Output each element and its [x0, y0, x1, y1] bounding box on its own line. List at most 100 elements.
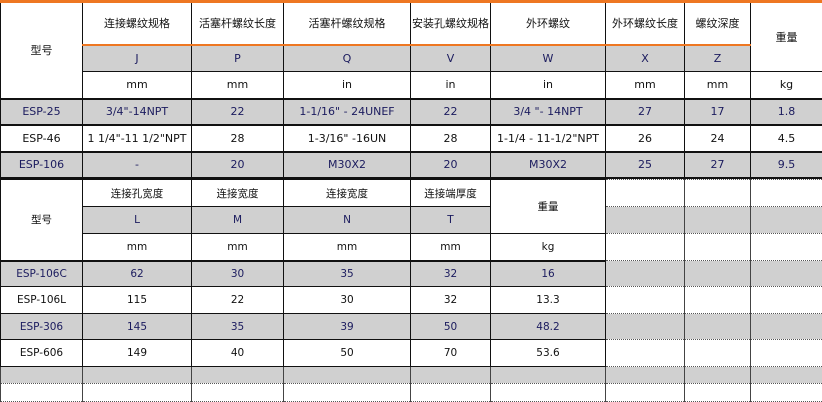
- column-code: L: [83, 207, 192, 234]
- value-cell: 1.8: [751, 99, 822, 125]
- value-cell: 53.6: [491, 340, 606, 367]
- value-cell: 35: [192, 314, 284, 340]
- value-cell: 25: [606, 152, 685, 178]
- column-header: 外环螺纹: [491, 2, 606, 45]
- column-unit: mm: [192, 234, 284, 261]
- empty-cell: [685, 234, 751, 261]
- empty-cell: [606, 234, 685, 261]
- column-unit: mm: [192, 72, 284, 99]
- spec-table-esp-connector: 型号 连接孔宽度 连接宽度 连接宽度 连接端厚度 重量 L M N T mm m…: [0, 179, 822, 402]
- empty-row: [1, 367, 822, 384]
- column-header: 连接螺纹规格: [83, 2, 192, 45]
- column-code: V: [411, 45, 491, 72]
- empty-cell: [685, 314, 751, 340]
- value-cell: 17: [685, 99, 751, 125]
- value-cell: 24: [685, 125, 751, 152]
- empty-cell: [685, 287, 751, 314]
- value-cell: 22: [411, 99, 491, 125]
- value-cell: 62: [83, 261, 192, 287]
- value-cell: M30X2: [284, 152, 411, 178]
- empty-cell: [751, 367, 822, 384]
- column-header: 安装孔螺纹规格: [411, 2, 491, 45]
- column-code: N: [284, 207, 411, 234]
- empty-cell: [606, 207, 685, 234]
- value-cell: M30X2: [491, 152, 606, 178]
- model-cell: ESP-106: [1, 152, 83, 178]
- empty-cell: [751, 180, 822, 207]
- model-cell: ESP-46: [1, 125, 83, 152]
- empty-cell: [1, 384, 83, 402]
- column-header: 活塞杆螺纹长度: [192, 2, 284, 45]
- empty-cell: [411, 384, 491, 402]
- column-header: 连接宽度: [284, 180, 411, 207]
- weight-header: 重量: [751, 2, 822, 72]
- value-cell: 3/4"-14NPT: [83, 99, 192, 125]
- empty-cell: [491, 367, 606, 384]
- empty-cell: [606, 314, 685, 340]
- column-header: 连接孔宽度: [83, 180, 192, 207]
- value-cell: 1 1/4"-11 1/2"NPT: [83, 125, 192, 152]
- value-cell: 20: [192, 152, 284, 178]
- value-cell: 1-1/16" - 24UNEF: [284, 99, 411, 125]
- column-code: J: [83, 45, 192, 72]
- value-cell: 30: [284, 287, 411, 314]
- empty-cell: [685, 340, 751, 367]
- empty-row: [1, 384, 822, 402]
- value-cell: 26: [606, 125, 685, 152]
- value-cell: 27: [685, 152, 751, 178]
- spec-table-esp-series: 型号 连接螺纹规格 活塞杆螺纹长度 活塞杆螺纹规格 安装孔螺纹规格 外环螺纹 外…: [0, 0, 822, 179]
- empty-cell: [284, 384, 411, 402]
- empty-cell: [751, 314, 822, 340]
- empty-cell: [411, 367, 491, 384]
- empty-cell: [685, 207, 751, 234]
- value-cell: 40: [192, 340, 284, 367]
- empty-cell: [685, 261, 751, 287]
- value-cell: 145: [83, 314, 192, 340]
- column-unit: in: [491, 72, 606, 99]
- empty-cell: [284, 367, 411, 384]
- model-cell: ESP-25: [1, 99, 83, 125]
- value-cell: 20: [411, 152, 491, 178]
- value-cell: 149: [83, 340, 192, 367]
- value-cell: 70: [411, 340, 491, 367]
- weight-unit: kg: [491, 234, 606, 261]
- value-cell: -: [83, 152, 192, 178]
- model-header: 型号: [1, 2, 83, 99]
- value-cell: 28: [411, 125, 491, 152]
- weight-unit: kg: [751, 72, 822, 99]
- value-cell: 13.3: [491, 287, 606, 314]
- column-code: M: [192, 207, 284, 234]
- value-cell: 115: [83, 287, 192, 314]
- empty-cell: [83, 384, 192, 402]
- model-cell: ESP-106C: [1, 261, 83, 287]
- empty-cell: [751, 234, 822, 261]
- empty-cell: [606, 384, 685, 402]
- value-cell: 22: [192, 287, 284, 314]
- column-unit: mm: [685, 72, 751, 99]
- column-unit: mm: [83, 72, 192, 99]
- value-cell: 28: [192, 125, 284, 152]
- column-unit: in: [284, 72, 411, 99]
- empty-cell: [685, 180, 751, 207]
- empty-cell: [751, 384, 822, 402]
- column-code: Q: [284, 45, 411, 72]
- column-code: W: [491, 45, 606, 72]
- empty-cell: [606, 367, 685, 384]
- model-header: 型号: [1, 180, 83, 261]
- column-code: Z: [685, 45, 751, 72]
- value-cell: 30: [192, 261, 284, 287]
- column-unit: mm: [83, 234, 192, 261]
- empty-cell: [83, 367, 192, 384]
- column-unit: mm: [411, 234, 491, 261]
- column-unit: in: [411, 72, 491, 99]
- column-code: P: [192, 45, 284, 72]
- empty-cell: [751, 207, 822, 234]
- column-header: 活塞杆螺纹规格: [284, 2, 411, 45]
- empty-cell: [606, 261, 685, 287]
- value-cell: 35: [284, 261, 411, 287]
